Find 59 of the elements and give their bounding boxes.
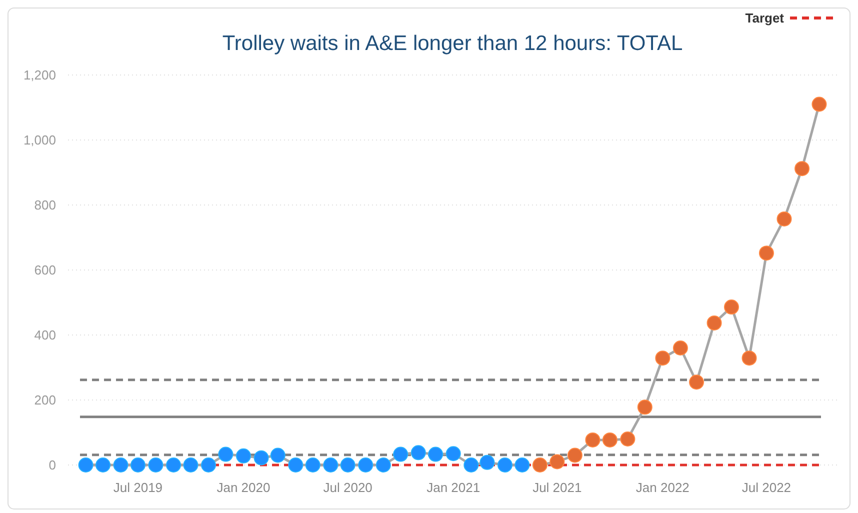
point [689,374,704,390]
y-tick-label: 800 [34,198,56,213]
chart-title: Trolley waits in A&E longer than 12 hours: TOTAL [222,32,683,55]
y-tick-label: 1,000 [23,132,56,148]
point [78,458,94,472]
point [428,446,444,462]
y-tick-label: 0 [48,458,56,473]
point [270,448,286,463]
point [218,446,234,462]
y-tick-label: 600 [34,262,56,278]
point [200,458,216,472]
point [166,458,182,472]
point [340,458,356,472]
x-tick-label: Jan 2020 [216,480,270,495]
x-tick-label: Jan 2021 [426,480,480,495]
point [637,400,652,415]
point [724,300,739,315]
point [410,445,426,460]
point [113,458,128,472]
point [464,458,479,472]
y-tick-label: 400 [34,328,56,343]
point [812,96,827,112]
point [305,458,320,472]
point [550,454,565,470]
point [323,458,338,472]
point [794,161,810,176]
point [602,432,618,448]
point [514,458,530,472]
legend-label: Target [745,10,785,26]
point [532,458,548,472]
point [585,432,600,448]
x-tick-label: Jul 2021 [532,480,582,495]
point [288,458,304,472]
x-tick-label: Jul 2019 [113,480,163,495]
y-tick-label: 200 [34,392,56,408]
y-tick-label: 1,200 [23,68,56,83]
point [620,432,636,446]
point [706,315,722,330]
point [130,458,146,472]
point [776,211,792,226]
point [497,458,512,472]
point [183,458,198,472]
point [254,450,269,466]
point [758,246,774,261]
point [358,458,374,472]
point [95,458,110,472]
point [742,350,757,366]
point [236,448,251,464]
x-tick-label: Jul 2022 [742,480,792,495]
point [446,446,461,462]
point [393,446,408,462]
point [148,458,164,472]
point [480,454,495,470]
point [376,458,391,472]
point [655,350,670,366]
x-tick-label: Jan 2022 [636,480,690,495]
point [567,448,582,463]
point [672,340,688,356]
x-tick-label: Jul 2020 [323,480,372,495]
